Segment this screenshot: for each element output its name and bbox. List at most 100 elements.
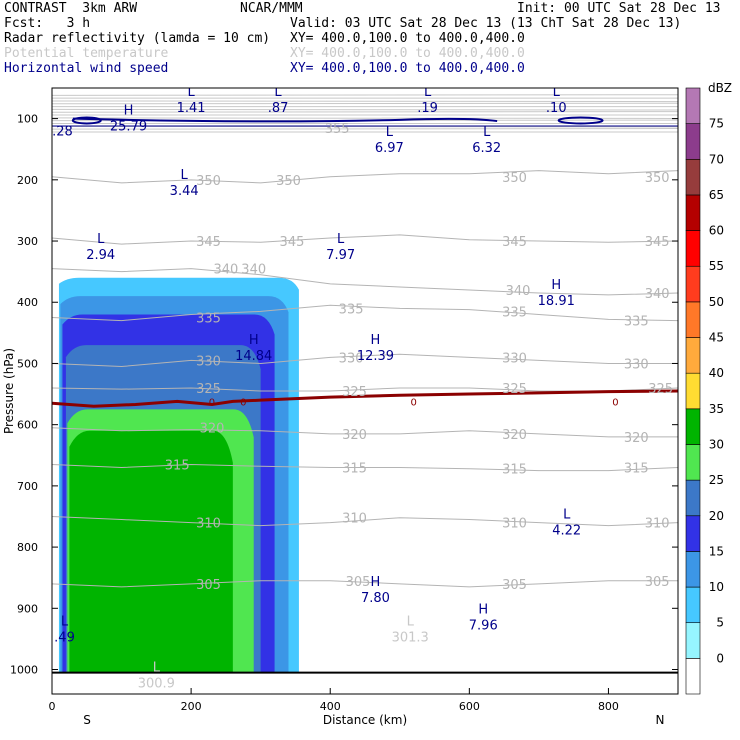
theta-label: 305 <box>502 578 527 593</box>
theta-contour-305 <box>52 580 678 588</box>
extremum-value: 1.41 <box>177 101 206 116</box>
theta-contour-335 <box>52 304 678 322</box>
colorbar-swatch <box>685 479 701 517</box>
extremum-letter: H <box>124 104 134 119</box>
theta-label: 305 <box>645 575 670 590</box>
x-tick-label: 800 <box>598 700 619 713</box>
south-label: S <box>83 713 91 727</box>
theta-contour-330 <box>52 353 678 368</box>
colorbar-tick-label: 20 <box>709 509 724 523</box>
theta-label: 355 <box>325 122 350 137</box>
colorbar-tick-label: 0 <box>716 651 724 665</box>
colorbar-swatch <box>685 444 701 481</box>
extremum-letter: L <box>181 168 189 183</box>
extremum-value: 7.80 <box>361 591 390 606</box>
theta-label: 320 <box>200 422 225 437</box>
extremum-letter: H <box>478 602 488 617</box>
theta-upper-line <box>52 102 678 105</box>
theta-label: 315 <box>165 458 190 473</box>
theta-label: 310 <box>342 512 367 527</box>
theta-contour-320 <box>52 427 678 438</box>
x-axis-label: Distance (km) <box>323 713 407 727</box>
y-axis-label: Pressure (hPa) <box>2 348 16 434</box>
theta-label: 340 <box>506 284 531 299</box>
y-tick-label: 500 <box>17 357 38 370</box>
colorbar-swatch <box>685 337 701 374</box>
theta-label: 330 <box>624 357 649 372</box>
colorbar-tick-label: 60 <box>709 224 724 238</box>
colorbar-swatch <box>685 230 701 267</box>
extremum-value: .19 <box>417 101 438 116</box>
extremum-value: 6.97 <box>375 141 404 156</box>
extremum-letter: H <box>371 575 381 590</box>
colorbar-tick-label: 70 <box>709 152 724 166</box>
theta-upper-line <box>52 128 678 130</box>
forecast-hour: Fcst: 3 h <box>4 16 91 31</box>
theta-label: 320 <box>502 428 527 443</box>
y-tick-label: 600 <box>17 419 38 432</box>
theta-upper-line <box>52 111 678 113</box>
extremum-value: 25.79 <box>110 120 147 135</box>
colorbar-swatch <box>685 658 701 695</box>
reflectivity-core-30dbz <box>180 449 202 673</box>
theta-label: 315 <box>502 463 527 478</box>
extremum-letter: H <box>551 278 561 293</box>
y-tick-label: 800 <box>17 541 38 554</box>
extremum-value: .10 <box>546 101 567 116</box>
theta-label: 345 <box>502 235 527 250</box>
extremum-letter: L <box>386 125 394 140</box>
theta-label: 325 <box>196 382 221 397</box>
extremum-value: 301.3 <box>392 631 429 646</box>
extremum-value: 12.39 <box>357 349 394 364</box>
extremum-value: 7.96 <box>469 618 498 633</box>
theta-contour-310 <box>52 515 678 527</box>
theta-upper-line <box>52 108 678 111</box>
y-tick-label: 400 <box>17 296 38 309</box>
colorbar-tick-label: 5 <box>716 616 724 630</box>
valid-time: Valid: 03 UTC Sat 28 Dec 13 (13 ChT Sat … <box>290 16 682 31</box>
colorbar-swatch <box>685 586 701 624</box>
extremum-letter: L <box>97 232 105 247</box>
theta-label: 330 <box>502 351 527 366</box>
extremum-letter: L <box>61 615 69 630</box>
colorbar-swatch <box>685 301 701 338</box>
y-tick-label: 1000 <box>10 664 38 677</box>
extremum-value: 4.22 <box>552 524 581 539</box>
extremum-letter: L <box>153 661 161 676</box>
colorbar-unit: dBZ <box>708 81 732 95</box>
y-tick-label: 900 <box>17 602 38 615</box>
theta-label: 315 <box>342 462 367 477</box>
theta-upper-line <box>52 100 678 103</box>
freezing-level-line <box>52 389 678 408</box>
freezing-level-label: 0 <box>612 397 618 408</box>
theta-label: 305 <box>196 578 221 593</box>
colorbar-tick-label: 10 <box>709 580 724 594</box>
colorbar-swatch <box>685 158 701 196</box>
x-tick-label: 600 <box>459 700 480 713</box>
x-tick-label: 200 <box>181 700 202 713</box>
colorbar-tick-label: 50 <box>709 295 724 309</box>
colorbar-tick-label: 75 <box>709 117 724 131</box>
theta-label: 345 <box>196 235 221 250</box>
theta-label: 310 <box>196 517 221 532</box>
x-tick-label: 0 <box>49 700 56 713</box>
theta-label: 330 <box>196 354 221 369</box>
freezing-level-label: 0 <box>209 397 215 408</box>
y-tick-label: 300 <box>17 235 38 248</box>
theta-label: 340 <box>241 263 266 278</box>
colorbar-tick-label: 40 <box>709 366 724 380</box>
wind-contour-left <box>71 116 102 125</box>
reflectivity-core-30dbz <box>79 449 101 673</box>
colorbar-swatch <box>685 515 701 552</box>
theta-contour-315 <box>52 463 678 472</box>
theta-label: 335 <box>502 305 527 320</box>
north-label: N <box>656 713 665 727</box>
extremum-value: 7.97 <box>326 248 355 263</box>
colorbar-swatch <box>685 123 701 160</box>
extremum-letter: L <box>337 232 345 247</box>
x-tick-label: 400 <box>320 700 341 713</box>
extremum-value: .49 <box>54 631 75 646</box>
reflectivity-core-30dbz <box>145 449 174 673</box>
